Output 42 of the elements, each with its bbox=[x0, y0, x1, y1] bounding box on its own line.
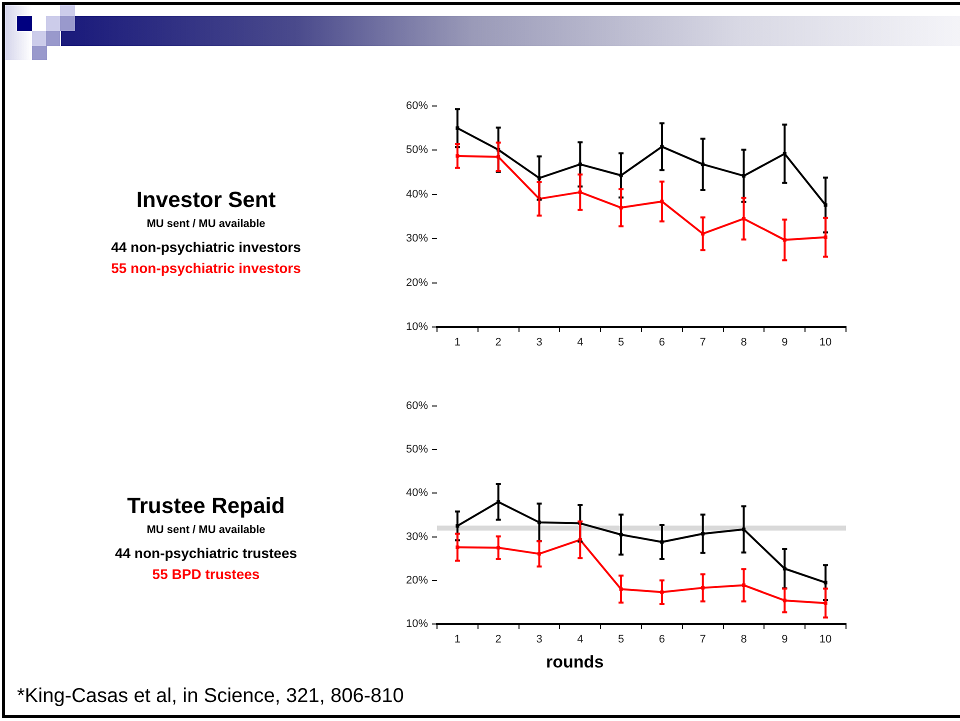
x-tick-label: 2 bbox=[495, 336, 502, 349]
y-axis-title: MU sent / MU available bbox=[146, 217, 266, 231]
text: *King-Casas et al, in Science, 321, 806-810 bbox=[17, 684, 404, 708]
y-tick-label: 60% bbox=[406, 100, 428, 112]
x-tick-label: 3 bbox=[536, 336, 542, 349]
y-tick-label: 30% bbox=[406, 530, 428, 543]
y-tick-label: 10% bbox=[406, 321, 428, 334]
y-tick-label: 20% bbox=[406, 276, 428, 289]
y-tick-label: 30% bbox=[406, 232, 428, 245]
x-tick-label: 1 bbox=[454, 634, 461, 646]
x-tick-label: 4 bbox=[577, 634, 584, 646]
x-tick-label: 1 bbox=[454, 336, 461, 349]
y-tick-label: 40% bbox=[406, 188, 428, 200]
x-tick-label: 8 bbox=[740, 634, 747, 646]
y-tick-label: 50% bbox=[406, 144, 428, 156]
x-tick-label: 6 bbox=[658, 336, 666, 349]
x-tick-label: 3 bbox=[536, 634, 542, 646]
text: Trustee Repaid bbox=[126, 493, 286, 519]
y-tick-label: 40% bbox=[406, 487, 428, 500]
x-tick-label: 7 bbox=[700, 634, 706, 646]
text: 55 non-psychiatric investors bbox=[110, 259, 302, 278]
x-tick-label: 6 bbox=[658, 634, 666, 646]
x-tick-label: 10 bbox=[819, 336, 832, 349]
x-tick-label: 5 bbox=[618, 336, 624, 349]
x-axis-title: rounds bbox=[546, 652, 604, 672]
text: Investor Sent bbox=[135, 187, 277, 213]
x-tick-label: 5 bbox=[618, 634, 624, 646]
y-tick-label: 20% bbox=[406, 574, 428, 586]
text: 55 BPD trustees bbox=[151, 565, 261, 584]
x-tick-label: 9 bbox=[782, 634, 788, 646]
text: 44 non-psychiatric investors bbox=[110, 238, 302, 257]
y-tick-label: 60% bbox=[406, 400, 428, 412]
x-tick-label: 10 bbox=[819, 634, 832, 646]
x-tick-label: 9 bbox=[782, 336, 788, 349]
x-tick-label: 4 bbox=[577, 336, 584, 349]
y-tick-label: 10% bbox=[406, 618, 428, 630]
y-tick-label: 50% bbox=[406, 444, 428, 456]
x-tick-label: 2 bbox=[495, 634, 502, 646]
x-tick-label: 7 bbox=[700, 336, 706, 349]
text: 44 non-psychiatric trustees bbox=[114, 544, 298, 563]
x-tick-label: 8 bbox=[740, 336, 747, 349]
y-axis-title: MU sent / MU available bbox=[146, 523, 266, 537]
